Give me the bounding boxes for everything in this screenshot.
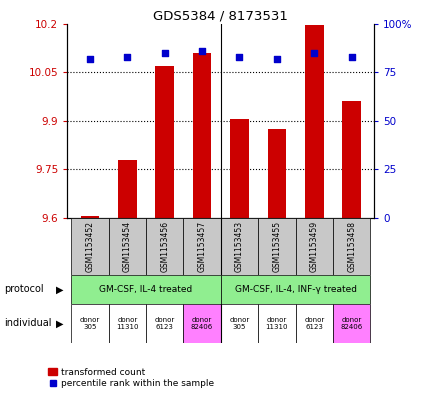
Text: GM-CSF, IL-4 treated: GM-CSF, IL-4 treated: [99, 285, 192, 294]
Text: donor
11310: donor 11310: [116, 317, 138, 330]
Text: donor
305: donor 305: [229, 317, 249, 330]
Text: GSM1153453: GSM1153453: [234, 221, 243, 272]
Bar: [257, 218, 295, 275]
Text: donor
82406: donor 82406: [340, 317, 362, 330]
Point: [161, 50, 168, 56]
Text: ▶: ▶: [56, 318, 63, 329]
Bar: [220, 218, 257, 275]
Point: [86, 55, 93, 62]
Text: GSM1153459: GSM1153459: [309, 221, 318, 272]
Text: GSM1153458: GSM1153458: [346, 221, 355, 272]
Bar: [155, 66, 174, 218]
Bar: [332, 304, 369, 343]
Legend: transformed count, percentile rank within the sample: transformed count, percentile rank withi…: [48, 368, 213, 389]
Bar: [108, 304, 146, 343]
Bar: [342, 101, 360, 218]
Text: GSM1153452: GSM1153452: [85, 221, 94, 272]
Point: [198, 48, 205, 54]
Bar: [146, 304, 183, 343]
Title: GDS5384 / 8173531: GDS5384 / 8173531: [153, 9, 288, 22]
Text: protocol: protocol: [4, 285, 44, 294]
Bar: [295, 304, 332, 343]
Text: individual: individual: [4, 318, 52, 329]
Bar: [146, 218, 183, 275]
Bar: [192, 53, 211, 218]
Bar: [332, 218, 369, 275]
Bar: [108, 218, 146, 275]
Bar: [220, 275, 369, 304]
Bar: [220, 304, 257, 343]
Text: donor
11310: donor 11310: [265, 317, 287, 330]
Text: donor
6123: donor 6123: [154, 317, 174, 330]
Text: donor
82406: donor 82406: [191, 317, 213, 330]
Text: ▶: ▶: [56, 285, 63, 294]
Text: GM-CSF, IL-4, INF-γ treated: GM-CSF, IL-4, INF-γ treated: [234, 285, 356, 294]
Bar: [230, 119, 248, 218]
Text: donor
305: donor 305: [79, 317, 100, 330]
Bar: [80, 217, 99, 218]
Text: GSM1153457: GSM1153457: [197, 221, 206, 272]
Bar: [257, 304, 295, 343]
Text: GSM1153455: GSM1153455: [272, 221, 281, 272]
Bar: [183, 304, 220, 343]
Text: donor
6123: donor 6123: [303, 317, 324, 330]
Point: [124, 53, 131, 60]
Bar: [71, 218, 108, 275]
Bar: [267, 129, 286, 218]
Text: GSM1153456: GSM1153456: [160, 221, 169, 272]
Bar: [183, 218, 220, 275]
Point: [235, 53, 242, 60]
Point: [273, 55, 279, 62]
Bar: [118, 160, 136, 218]
Bar: [295, 218, 332, 275]
Text: GSM1153454: GSM1153454: [122, 221, 132, 272]
Bar: [71, 304, 108, 343]
Point: [347, 53, 354, 60]
Bar: [304, 25, 323, 218]
Point: [310, 50, 317, 56]
Bar: [71, 275, 220, 304]
